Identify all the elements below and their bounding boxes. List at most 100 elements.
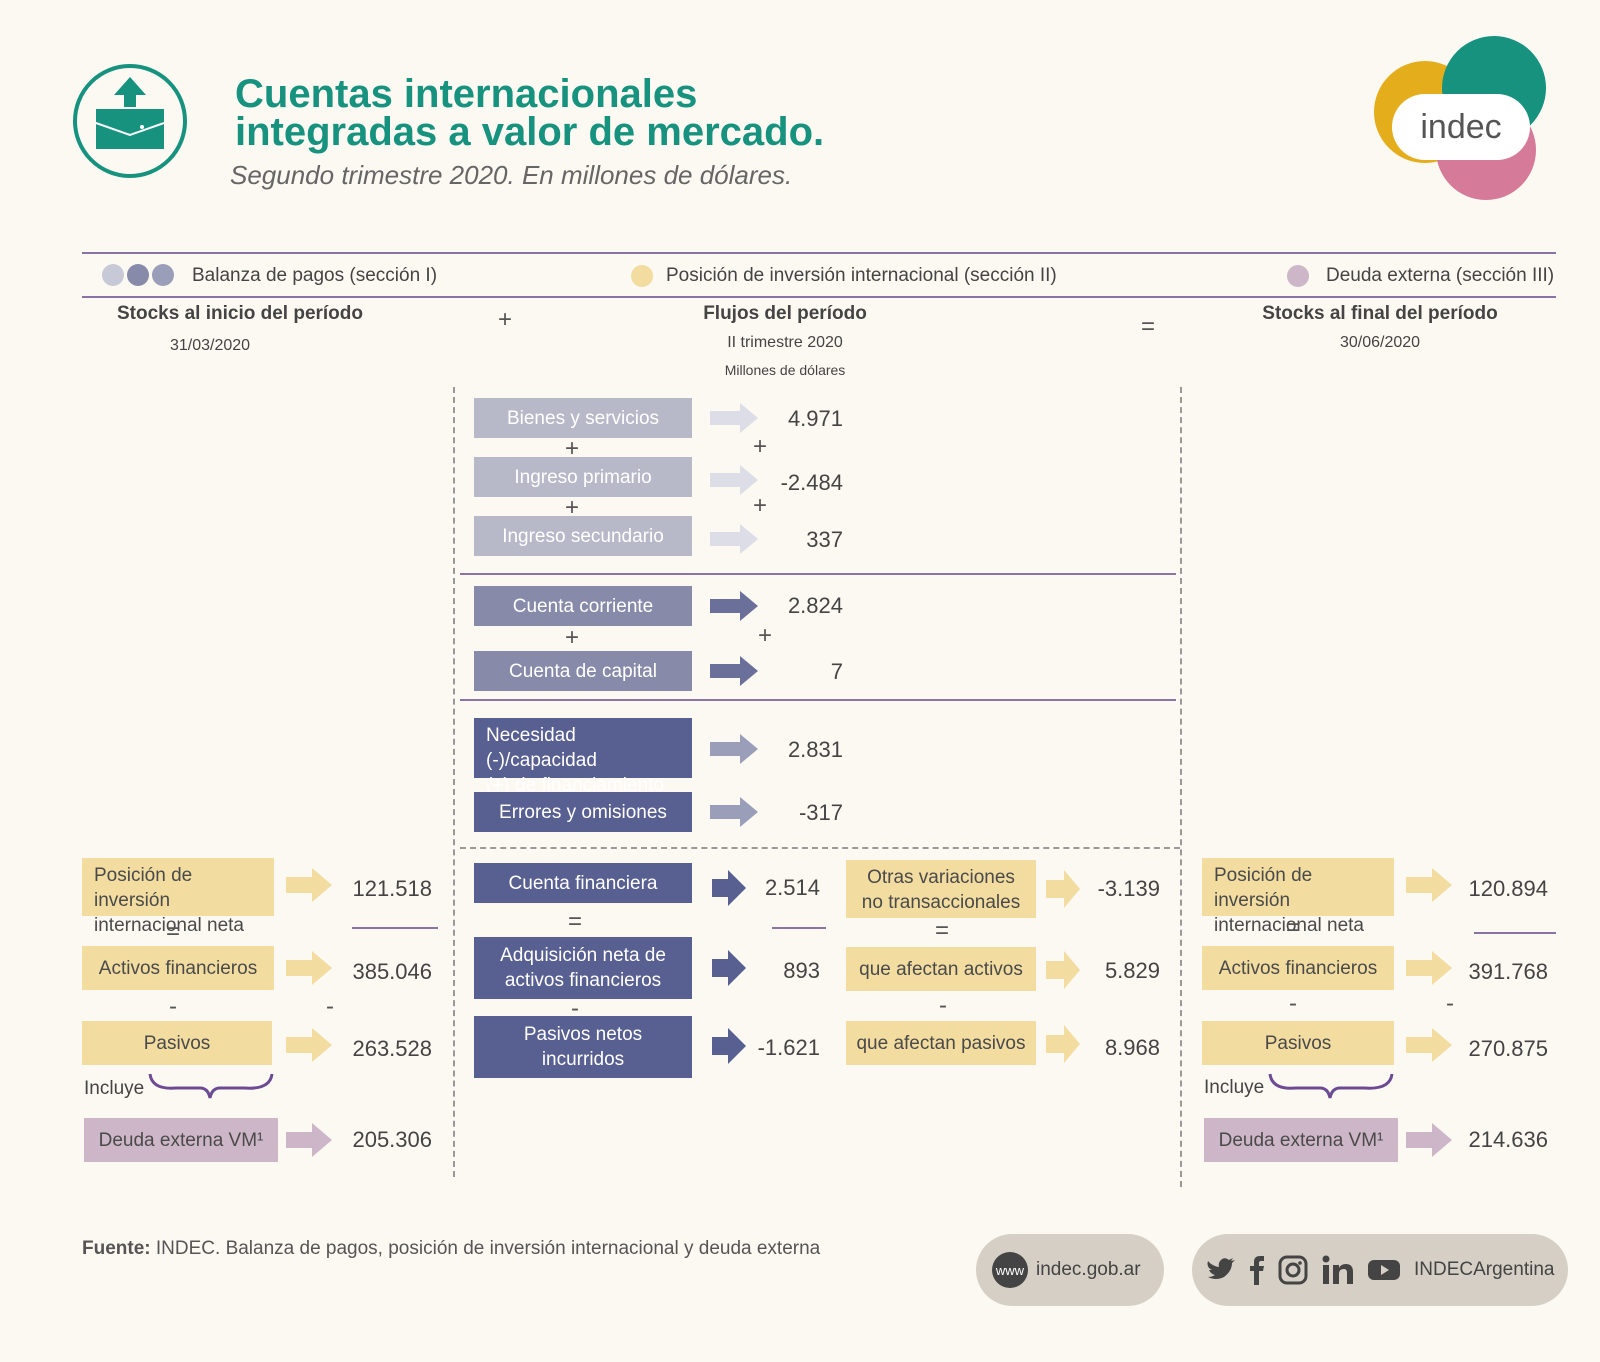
- instagram-icon[interactable]: [1278, 1255, 1308, 1285]
- start-pii-box: Posición de inversión internacional neta: [82, 858, 274, 936]
- box-necesidad: Necesidad (-)/capacidad (+) de financiam…: [474, 718, 692, 796]
- box-primario: Ingreso primario: [474, 457, 692, 497]
- youtube-icon[interactable]: [1368, 1258, 1400, 1282]
- box-financiera: Cuenta financiera: [474, 863, 692, 903]
- facebook-icon[interactable]: [1248, 1255, 1266, 1285]
- start-date: 31/03/2020: [169, 337, 251, 354]
- www-icon: www: [992, 1252, 1028, 1288]
- plus-1b: +: [752, 433, 767, 460]
- separator-2: [460, 699, 1176, 701]
- arrow-capital: [710, 656, 758, 686]
- box-corriente: Cuenta corriente: [474, 586, 692, 626]
- value-errores: -317: [798, 800, 843, 825]
- head-equals: =: [1140, 313, 1155, 340]
- value-pasivos-netos: -1.621: [757, 1035, 820, 1060]
- start-minus: -: [169, 993, 177, 1020]
- end-deuda-box: Deuda externa VM¹: [1204, 1118, 1398, 1162]
- legend-dot-debt: [1287, 265, 1309, 287]
- value-otras: -3.139: [1097, 876, 1160, 901]
- box-capital: Cuenta de capital: [474, 651, 692, 691]
- end-pii-value: 120.894: [1468, 876, 1548, 901]
- end-brace: [1268, 1073, 1394, 1099]
- value-capital: 7: [830, 659, 843, 684]
- end-title: Stocks al final del período: [1262, 303, 1498, 324]
- legend-bottom-rule: [82, 296, 1556, 298]
- value-adquisicion: 893: [783, 958, 820, 983]
- end-incluye: Incluye: [1204, 1077, 1265, 1098]
- end-pasivos-arrow: [1406, 1028, 1452, 1062]
- legend-dot-3: [152, 264, 174, 286]
- social-links: INDECArgentina: [1192, 1234, 1568, 1306]
- website-text: indec.gob.ar: [1036, 1259, 1141, 1280]
- legend-debt: Deuda externa (sección III): [1326, 265, 1555, 286]
- end-pasivos-box: Pasivos: [1202, 1021, 1394, 1065]
- value-otras-activos: 5.829: [1104, 958, 1160, 983]
- arrow-otras-activos: [1046, 951, 1080, 989]
- value-secundario: 337: [806, 527, 843, 552]
- box-pasivos-netos: Pasivos netos incurridos: [474, 1016, 692, 1078]
- end-activos-value: 391.768: [1468, 959, 1548, 984]
- box-errores: Errores y omisiones: [474, 792, 692, 832]
- start-title: Stocks al inicio del período: [117, 303, 363, 324]
- end-deuda-value: 214.636: [1468, 1127, 1548, 1152]
- start-activos-box: Activos financieros: [82, 946, 274, 990]
- box-otras: Otras variaciones no transaccionales: [846, 860, 1036, 918]
- arrow-adquisicion: [712, 950, 746, 986]
- start-incluye: Incluye: [84, 1078, 145, 1099]
- minus-otras: -: [939, 992, 947, 1019]
- legend-top-rule: [82, 252, 1556, 254]
- end-pii-underline: [1474, 932, 1556, 934]
- legend-iip: Posición de inversión internacional (sec…: [666, 265, 1057, 286]
- divider-right: [1180, 387, 1182, 1187]
- divider-left: [453, 387, 455, 1177]
- box-bienes: Bienes y servicios: [474, 398, 692, 438]
- end-minus-b: -: [1446, 990, 1454, 1017]
- start-equals: =: [165, 918, 180, 945]
- legend-dot-1: [102, 264, 124, 286]
- linkedin-icon[interactable]: [1322, 1255, 1354, 1285]
- separator-1: [460, 573, 1176, 575]
- value-necesidad: 2.831: [787, 737, 843, 762]
- start-minus-b: -: [326, 993, 334, 1020]
- value-otras-pasivos: 8.968: [1104, 1035, 1160, 1060]
- arrow-bienes: [710, 403, 758, 433]
- value-financiera: 2.514: [764, 875, 820, 900]
- indec-logo: indec: [1370, 36, 1550, 201]
- value-primario: -2.484: [780, 470, 843, 495]
- start-pii-value: 121.518: [352, 876, 432, 901]
- arrow-financiera: [712, 870, 746, 906]
- equals-otras: =: [934, 917, 949, 944]
- end-activos-arrow: [1406, 951, 1452, 985]
- plus-1: +: [564, 435, 579, 462]
- arrow-errores: [710, 797, 758, 827]
- plus-3: +: [564, 624, 579, 651]
- divider-financial: [460, 847, 1180, 849]
- plus-2: +: [564, 494, 579, 521]
- box-secundario: Ingreso secundario: [474, 516, 692, 556]
- minus-fin: -: [571, 995, 579, 1022]
- arrow-corriente: [710, 591, 758, 621]
- end-deuda-arrow: [1406, 1123, 1452, 1157]
- website-link[interactable]: www indec.gob.ar: [976, 1234, 1164, 1306]
- legend-dot-2: [127, 264, 149, 286]
- twitter-icon[interactable]: [1206, 1257, 1236, 1283]
- start-deuda-value: 205.306: [352, 1127, 432, 1152]
- start-pii-arrow: [286, 868, 332, 902]
- arrow-otras-pasivos: [1046, 1025, 1080, 1063]
- value-bienes: 4.971: [787, 406, 843, 431]
- end-minus: -: [1289, 990, 1297, 1017]
- box-otras-activos: que afectan activos: [846, 947, 1036, 991]
- plus-3b: +: [757, 622, 772, 649]
- start-pasivos-arrow: [286, 1028, 332, 1062]
- page-subtitle: Segundo trimestre 2020. En millones de d…: [230, 160, 793, 190]
- footer-source: Fuente: INDEC. Balanza de pagos, posició…: [82, 1238, 821, 1259]
- end-pasivos-value: 270.875: [1468, 1036, 1548, 1061]
- start-activos-value: 385.046: [352, 959, 432, 984]
- box-otras-pasivos: que afectan pasivos: [846, 1021, 1036, 1065]
- end-activos-box: Activos financieros: [1202, 946, 1394, 990]
- legend-bop: Balanza de pagos (sección I): [192, 265, 438, 286]
- social-handle: INDECArgentina: [1414, 1259, 1555, 1280]
- flows-units: Millones de dólares: [724, 362, 846, 378]
- arrow-necesidad: [710, 734, 758, 764]
- equals-fin: =: [567, 908, 582, 935]
